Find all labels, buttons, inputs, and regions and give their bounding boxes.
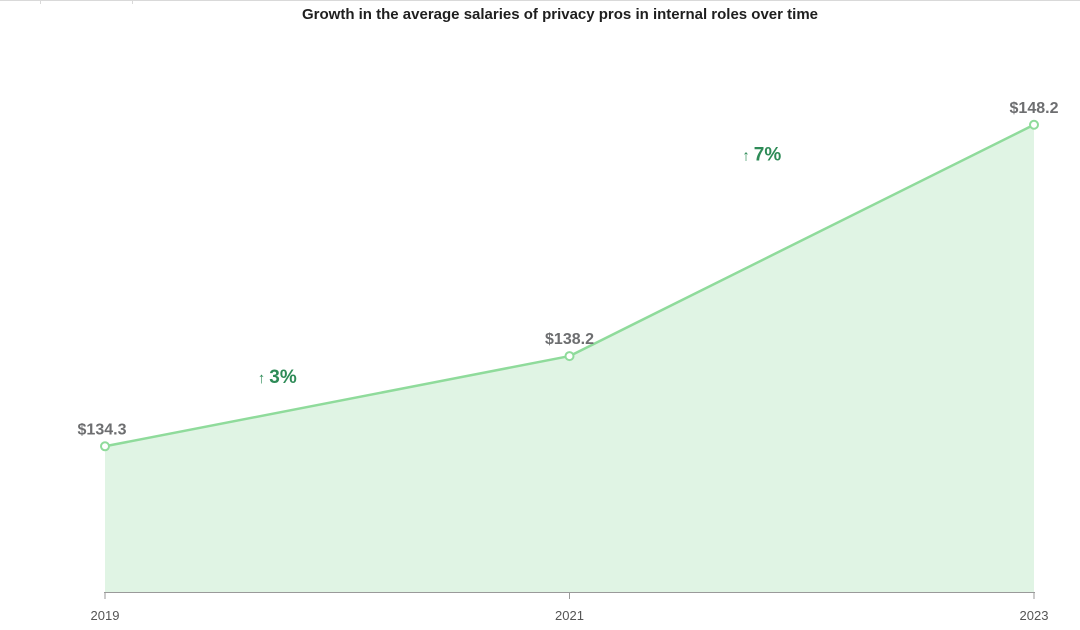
data-label: $148.2: [1010, 100, 1059, 117]
chart-title: Growth in the average salaries of privac…: [301, 6, 818, 23]
data-point: [1029, 119, 1039, 130]
data-point: [100, 441, 110, 452]
x-tick-label: 2021: [555, 608, 584, 623]
data-markers: [100, 119, 1039, 452]
top-rule: [0, 0, 1080, 1]
data-label: $138.2: [545, 331, 594, 348]
growth-percent: 7%: [754, 144, 782, 165]
growth-label: ↑ 7%: [742, 144, 781, 165]
x-tick-label: 2023: [1020, 608, 1049, 623]
value-labels: $134.3 $138.2 $148.2: [78, 100, 1059, 439]
top-tick: [132, 0, 133, 4]
growth-label: ↑ 3%: [258, 367, 297, 388]
up-arrow-icon: ↑: [258, 370, 266, 387]
x-ticks: 2019 2021 2023: [91, 592, 1049, 623]
growth-percent: 3%: [269, 367, 297, 388]
top-tick: [40, 0, 41, 4]
x-tick-label: 2019: [91, 608, 120, 623]
growth-labels: ↑ 3%↑ 7%: [258, 144, 782, 388]
up-arrow-icon: ↑: [742, 147, 750, 164]
data-label: $134.3: [78, 421, 127, 438]
data-point: [564, 351, 575, 362]
